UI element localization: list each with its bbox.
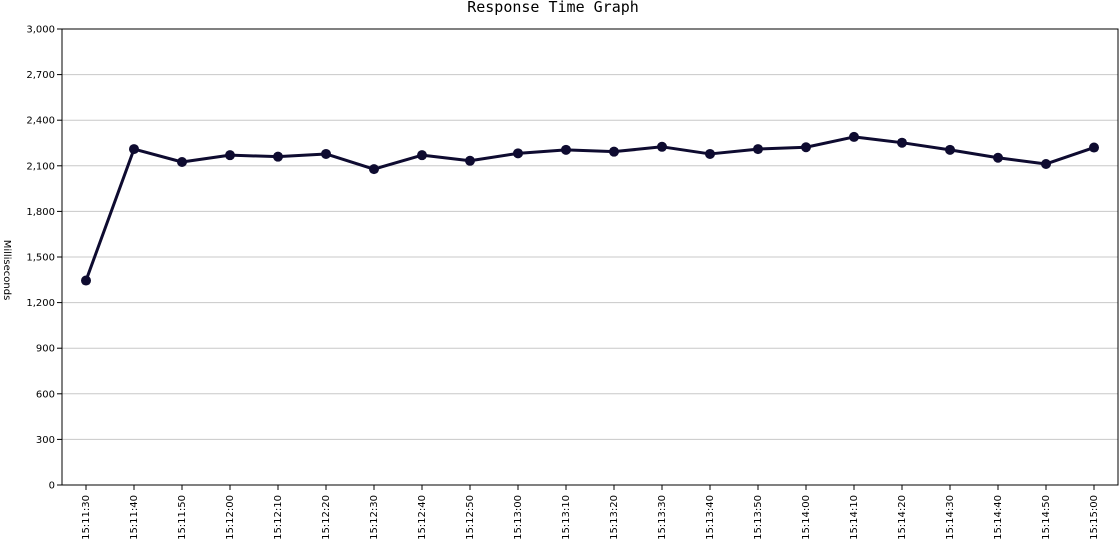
- plot-frame: [61, 28, 1119, 486]
- x-tick-label: 15:14:50: [1041, 495, 1052, 540]
- x-tick-label: 15:12:50: [465, 495, 476, 540]
- y-tick-label: 1,800: [26, 207, 55, 218]
- x-tick-label: 15:12:30: [369, 495, 380, 540]
- chart-title: Response Time Graph: [467, 0, 639, 16]
- data-point: [849, 131, 859, 142]
- x-tick-labels: 15:11:30 15:11:40 15:11:50 15:12:00 15:12:10…: [81, 495, 1100, 540]
- y-tick-label: 3,000: [26, 25, 55, 36]
- x-tick-label: 15:13:30: [657, 495, 668, 540]
- y-tick-label: 2,100: [26, 161, 55, 172]
- data-point: [465, 155, 475, 166]
- y-tick-label: 600: [36, 389, 55, 400]
- data-point: [705, 148, 715, 159]
- data-point: [657, 141, 667, 152]
- y-tick-label: 2,700: [26, 70, 55, 81]
- data-point: [801, 142, 811, 153]
- data-point: [129, 144, 139, 155]
- y-tick-label: 300: [36, 435, 55, 446]
- x-tick-label: 15:12:10: [273, 495, 284, 540]
- data-point: [897, 137, 907, 148]
- x-tick-label: 15:14:30: [945, 495, 956, 540]
- x-tick-label: 15:13:00: [513, 495, 524, 540]
- y-tick-label: 0: [49, 481, 55, 492]
- data-point: [1041, 158, 1051, 169]
- y-tick-labels: 0 300 600 900 1,200 1,500 1,800 2,100 2,400 2,700…: [26, 25, 55, 492]
- data-point: [945, 144, 955, 155]
- y-tick-label: 1,200: [26, 298, 55, 309]
- x-tick-label: 15:14:20: [897, 495, 908, 540]
- y-tick-label: 2,400: [26, 116, 55, 127]
- data-point: [321, 148, 331, 159]
- y-tick-label: 1,500: [26, 253, 55, 264]
- x-tick-label: 15:14:10: [849, 495, 860, 540]
- data-point: [81, 275, 91, 286]
- x-tick-label: 15:13:10: [561, 495, 572, 540]
- y-axis-label: Milliseconds: [1, 240, 12, 301]
- series-line: [84, 135, 1095, 282]
- x-tick-label: 15:11:30: [81, 495, 92, 540]
- x-tick-label: 15:14:00: [801, 495, 812, 540]
- y-tick-label: 900: [36, 344, 55, 355]
- data-point: [273, 151, 283, 162]
- x-tick-label: 15:13:20: [609, 495, 620, 540]
- data-point: [993, 152, 1003, 163]
- x-tick-label: 15:11:50: [177, 495, 188, 540]
- series-response-time: [81, 131, 1099, 286]
- data-point: [513, 148, 523, 159]
- x-tick-label: 15:13:40: [705, 495, 716, 540]
- data-point: [177, 157, 187, 167]
- x-tick-label: 15:14:40: [993, 495, 1004, 540]
- data-point: [753, 144, 763, 155]
- data-point: [417, 150, 427, 161]
- data-point: [1089, 142, 1099, 153]
- gridlines: [62, 74, 1118, 440]
- x-tick-label: 15:11:40: [129, 495, 140, 540]
- axes: [57, 28, 1119, 490]
- data-point: [561, 144, 571, 155]
- x-tick-label: 15:12:40: [417, 495, 428, 540]
- x-tick-label: 15:13:50: [753, 495, 764, 540]
- x-tick-label: 15:15:00: [1089, 495, 1100, 540]
- data-point: [609, 146, 619, 157]
- x-tick-label: 15:12:20: [321, 495, 332, 540]
- data-point: [225, 150, 235, 161]
- x-tick-label: 15:12:00: [225, 495, 236, 540]
- data-point: [369, 164, 379, 175]
